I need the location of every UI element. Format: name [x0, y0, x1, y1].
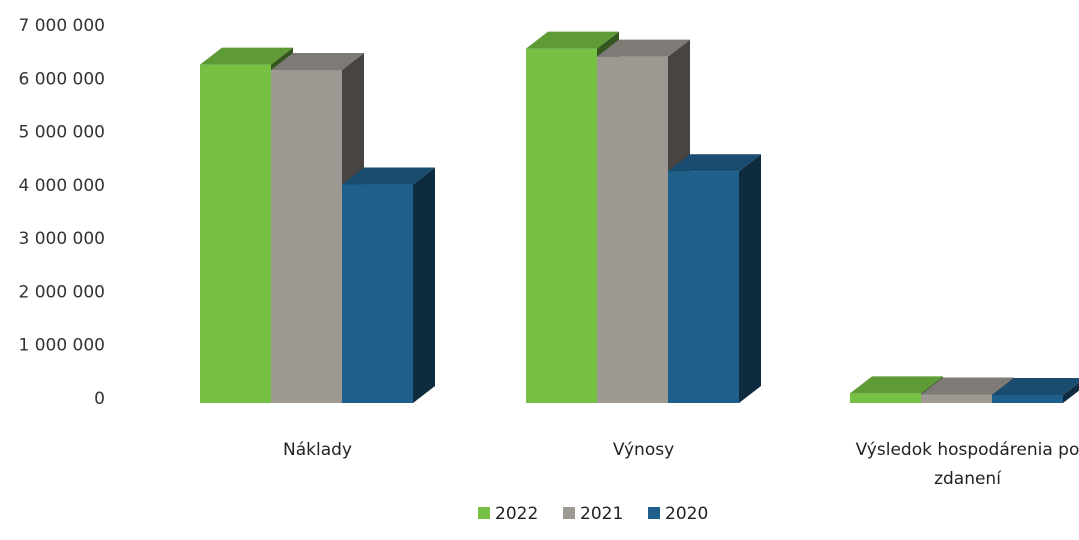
y-tick-label: 4 000 000 [18, 176, 105, 196]
bar [342, 167, 435, 403]
legend-label: 2020 [665, 504, 708, 524]
legend-swatch [563, 507, 575, 519]
bar-front [526, 48, 597, 404]
y-tick-label: 2 000 000 [18, 282, 105, 302]
bar-top [668, 154, 761, 172]
legend-item: 2022 [478, 504, 538, 524]
bar [992, 378, 1079, 403]
bar-front [921, 394, 992, 403]
bar-side [413, 167, 435, 403]
bar-top [526, 31, 619, 49]
category-label: Náklady [283, 440, 352, 460]
bar-front [992, 395, 1063, 403]
bar-side [739, 154, 761, 403]
legend-item: 2021 [563, 504, 623, 524]
legend-label: 2021 [580, 504, 623, 524]
bar-front [342, 184, 413, 403]
bar-front [668, 171, 739, 403]
legend-swatch [478, 507, 490, 519]
bar-top [921, 377, 1014, 395]
bars-area [200, 31, 1079, 404]
category-label: Výnosy [613, 440, 674, 460]
y-tick-label: 6 000 000 [18, 69, 105, 89]
x-axis: Náklady Výnosy Výsledok hospodárenia po zda… [283, 440, 1079, 489]
bar-top [271, 52, 364, 70]
bar-top [200, 47, 293, 65]
y-tick-label: 7 000 000 [18, 16, 105, 36]
bar-front [271, 69, 342, 403]
bar-top [992, 378, 1079, 396]
y-axis: 0 1 000 000 2 000 000 3 000 000 4 000 000 5 0… [18, 16, 105, 409]
y-tick-label: 5 000 000 [18, 123, 105, 143]
bar-front [200, 64, 271, 403]
bar-top [850, 376, 943, 394]
y-tick-label: 3 000 000 [18, 229, 105, 249]
bar-top [342, 167, 435, 185]
bar-front [597, 56, 668, 404]
bar-side [1063, 382, 1079, 403]
legend-swatch [648, 507, 660, 519]
legend-item: 2020 [648, 504, 708, 524]
y-tick-label: 0 [94, 389, 105, 409]
bar-top [597, 39, 690, 57]
legend-label: 2022 [495, 504, 538, 524]
bar-front [850, 393, 921, 403]
y-tick-label: 1 000 000 [18, 336, 105, 356]
category-label: Výsledok hospodárenia po zdanení [856, 440, 1079, 489]
bar [668, 154, 761, 403]
legend: 2022 2021 2020 [478, 504, 708, 524]
